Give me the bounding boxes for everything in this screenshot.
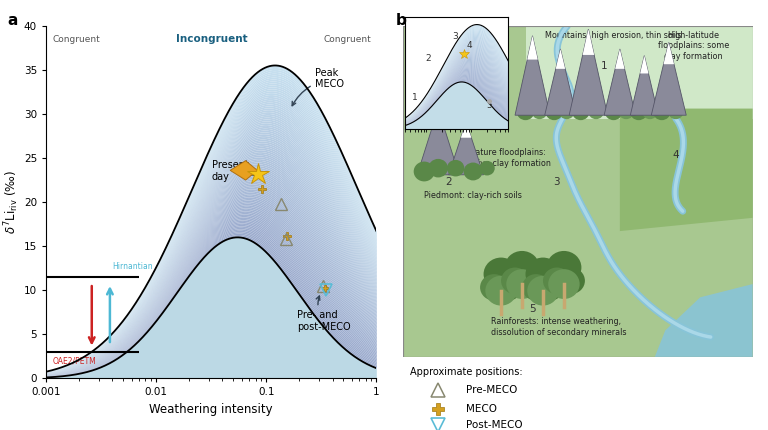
Circle shape: [618, 104, 634, 119]
Polygon shape: [569, 29, 607, 115]
Text: Mountains: high erosion, thin soils: Mountains: high erosion, thin soils: [545, 31, 681, 40]
Polygon shape: [449, 122, 484, 175]
Text: b: b: [396, 13, 406, 28]
Bar: [525, 26, 753, 119]
Text: High-latitude
floodplains: some
clay formation: High-latitude floodplains: some clay for…: [657, 31, 729, 61]
Text: Rainforests: intense weathering,
dissolution of secondary minerals: Rainforests: intense weathering, dissolu…: [491, 317, 626, 337]
Text: 1: 1: [412, 92, 418, 101]
Text: Pre- and
post-MECO: Pre- and post-MECO: [297, 296, 350, 332]
Polygon shape: [545, 49, 576, 115]
Polygon shape: [417, 108, 459, 175]
Circle shape: [494, 274, 522, 301]
Circle shape: [605, 104, 622, 120]
Text: MECO: MECO: [466, 404, 497, 414]
Circle shape: [506, 269, 538, 299]
Polygon shape: [461, 122, 472, 138]
Text: Post-MECO: Post-MECO: [466, 421, 523, 430]
Text: a: a: [8, 13, 18, 28]
Circle shape: [536, 274, 564, 301]
Circle shape: [517, 104, 535, 120]
Polygon shape: [432, 108, 445, 129]
Circle shape: [668, 104, 684, 119]
Polygon shape: [631, 55, 658, 115]
Circle shape: [559, 104, 574, 119]
Circle shape: [484, 258, 518, 291]
Text: Immature floodplains:
extensive clay formation: Immature floodplains: extensive clay for…: [451, 148, 551, 168]
Text: Approximate positions:: Approximate positions:: [410, 367, 523, 377]
Text: 1: 1: [601, 61, 607, 71]
Circle shape: [480, 274, 508, 301]
Polygon shape: [664, 42, 674, 64]
Circle shape: [547, 251, 581, 284]
Polygon shape: [620, 108, 753, 231]
Text: 5: 5: [486, 101, 492, 111]
Polygon shape: [655, 284, 753, 357]
Polygon shape: [515, 36, 550, 115]
Polygon shape: [615, 49, 624, 69]
Polygon shape: [651, 42, 687, 115]
Text: Congruent: Congruent: [324, 34, 372, 43]
Circle shape: [653, 104, 670, 120]
Circle shape: [485, 276, 517, 306]
Text: OAE2/PETM: OAE2/PETM: [53, 356, 97, 366]
Circle shape: [545, 104, 563, 120]
Circle shape: [447, 160, 465, 176]
Polygon shape: [556, 49, 565, 69]
Text: Piedmont: clay-rich soils: Piedmont: clay-rich soils: [424, 191, 522, 200]
Circle shape: [548, 269, 580, 299]
Polygon shape: [230, 161, 257, 180]
Polygon shape: [604, 49, 636, 115]
Text: 3: 3: [554, 177, 561, 187]
Circle shape: [414, 162, 435, 181]
X-axis label: Weathering intensity: Weathering intensity: [150, 403, 273, 416]
Text: Present
day: Present day: [212, 160, 254, 182]
Circle shape: [588, 104, 604, 119]
Y-axis label: $\delta^7\mathrm{Li}_{\mathrm{riv}}$ (‰): $\delta^7\mathrm{Li}_{\mathrm{riv}}$ (‰): [2, 170, 21, 234]
Circle shape: [528, 276, 558, 306]
Text: 3: 3: [452, 32, 458, 41]
Circle shape: [525, 258, 561, 291]
Circle shape: [522, 274, 550, 301]
Polygon shape: [583, 29, 594, 55]
Text: 4: 4: [466, 41, 472, 50]
Circle shape: [429, 159, 448, 178]
Text: 2: 2: [445, 177, 452, 187]
Circle shape: [572, 104, 590, 120]
Circle shape: [543, 267, 571, 294]
Text: Pre-MECO: Pre-MECO: [466, 385, 518, 395]
Polygon shape: [528, 36, 538, 60]
Circle shape: [505, 251, 539, 284]
Text: 4: 4: [673, 150, 679, 160]
Text: Incongruent: Incongruent: [176, 34, 247, 44]
Text: 5: 5: [529, 304, 536, 314]
Text: Hirnantian: Hirnantian: [112, 262, 153, 271]
Circle shape: [501, 267, 529, 294]
Text: Congruent: Congruent: [53, 34, 101, 43]
Polygon shape: [640, 55, 648, 74]
Circle shape: [531, 104, 547, 119]
Circle shape: [479, 161, 495, 175]
Circle shape: [557, 267, 585, 294]
Circle shape: [464, 163, 482, 181]
Text: Peak
MECO: Peak MECO: [292, 68, 345, 106]
Circle shape: [515, 267, 543, 294]
Text: 2: 2: [425, 54, 431, 63]
Circle shape: [642, 104, 657, 119]
Circle shape: [630, 104, 647, 120]
